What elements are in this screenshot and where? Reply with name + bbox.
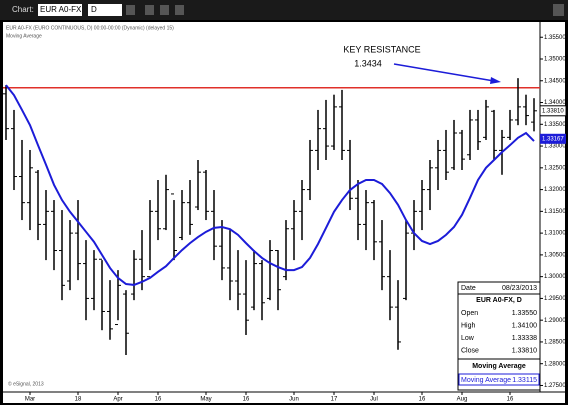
price-marker-box xyxy=(539,105,567,117)
y-tick-label: 1.35000 xyxy=(544,57,566,63)
interval-box[interactable] xyxy=(88,4,122,16)
annotation-value: 1.3434 xyxy=(354,58,382,68)
x-tick-label: May xyxy=(200,397,211,403)
chart-header: EUR A0-FX (EURO CONTINUOUS, D) 00:00-00:… xyxy=(6,25,174,31)
data-window: Date 08/23/2013 EUR A0-FX, D Moving Aver… xyxy=(457,281,541,391)
row-label: Open xyxy=(461,310,478,317)
x-tick-label: 16 xyxy=(507,397,514,403)
x-tick-label: Mar xyxy=(25,397,35,403)
x-tick-label: 16 xyxy=(419,397,426,403)
y-tick-label: 1.30500 xyxy=(544,252,566,258)
toolbar-icon[interactable] xyxy=(175,5,184,15)
toolbar-title: Chart: xyxy=(12,5,34,14)
y-tick-label: 1.30000 xyxy=(544,274,566,280)
x-tick-label: 17 xyxy=(331,397,338,403)
x-tick-label: Apr xyxy=(113,397,122,403)
arrow-head xyxy=(490,77,501,84)
y-tick-label: 1.33500 xyxy=(544,122,566,128)
annotation-arrow xyxy=(393,63,495,82)
study-title: Moving Average xyxy=(472,363,526,370)
toolbar-icon[interactable] xyxy=(145,5,154,15)
symbol[interactable]: EUR A0-FX xyxy=(40,5,82,14)
ma-marker-box xyxy=(540,133,566,144)
toolbar-icon[interactable] xyxy=(126,5,135,15)
moving-average-line xyxy=(5,84,535,286)
symbol-label: EUR A0-FX, D xyxy=(476,297,522,304)
row-value: 1.34100 xyxy=(512,322,537,329)
y-tick-label: 1.29500 xyxy=(544,296,566,302)
x-tick-label: 18 xyxy=(75,397,82,403)
price-marker: 1.33810 xyxy=(542,108,564,114)
toolbar-icon[interactable] xyxy=(160,5,169,15)
y-tick-label: 1.34500 xyxy=(544,78,566,84)
study-box xyxy=(458,373,540,386)
toolbar-icon[interactable] xyxy=(553,4,564,16)
symbol-box[interactable] xyxy=(38,4,82,16)
date: 08/23/2013 xyxy=(502,285,537,292)
study-label: Moving Average xyxy=(461,377,511,384)
y-tick-label: 1.28500 xyxy=(544,340,566,346)
ma-marker: 1.33167 xyxy=(542,136,564,142)
x-tick-label: Jul xyxy=(370,397,378,403)
date-label: Date xyxy=(461,285,476,292)
y-tick-label: 1.35500 xyxy=(544,35,566,41)
x-tick-label: 16 xyxy=(155,397,162,403)
annotation: KEY RESISTANCE xyxy=(343,44,420,54)
x-tick-label: Aug xyxy=(457,397,468,403)
row-label: Close xyxy=(461,347,479,354)
data-window-box xyxy=(457,281,541,391)
x-tick-label: 16 xyxy=(243,397,250,403)
row-value: 1.33810 xyxy=(512,347,537,354)
y-tick-label: 1.28000 xyxy=(544,361,566,367)
x-tick-label: Jun xyxy=(289,397,299,403)
interval[interactable]: D xyxy=(91,5,97,14)
row-label: Low xyxy=(461,335,475,342)
toolbar xyxy=(0,0,568,20)
row-value: 1.33338 xyxy=(512,335,537,342)
row-value: 1.33550 xyxy=(512,310,537,317)
y-tick-label: 1.27500 xyxy=(544,383,566,389)
study-value: 1.33115 xyxy=(512,377,537,384)
y-tick-label: 1.34000 xyxy=(544,100,566,106)
row-label: High xyxy=(461,322,476,329)
y-tick-label: 1.32500 xyxy=(544,165,566,171)
copyright: © eSignal, 2013 xyxy=(8,380,44,387)
y-tick-label: 1.33000 xyxy=(544,144,566,150)
y-tick-label: 1.29000 xyxy=(544,318,566,324)
y-tick-label: 1.32000 xyxy=(544,187,566,193)
y-tick-label: 1.31000 xyxy=(544,231,566,237)
indicator-label: Moving Average xyxy=(6,33,42,39)
y-tick-label: 1.31500 xyxy=(544,209,566,215)
